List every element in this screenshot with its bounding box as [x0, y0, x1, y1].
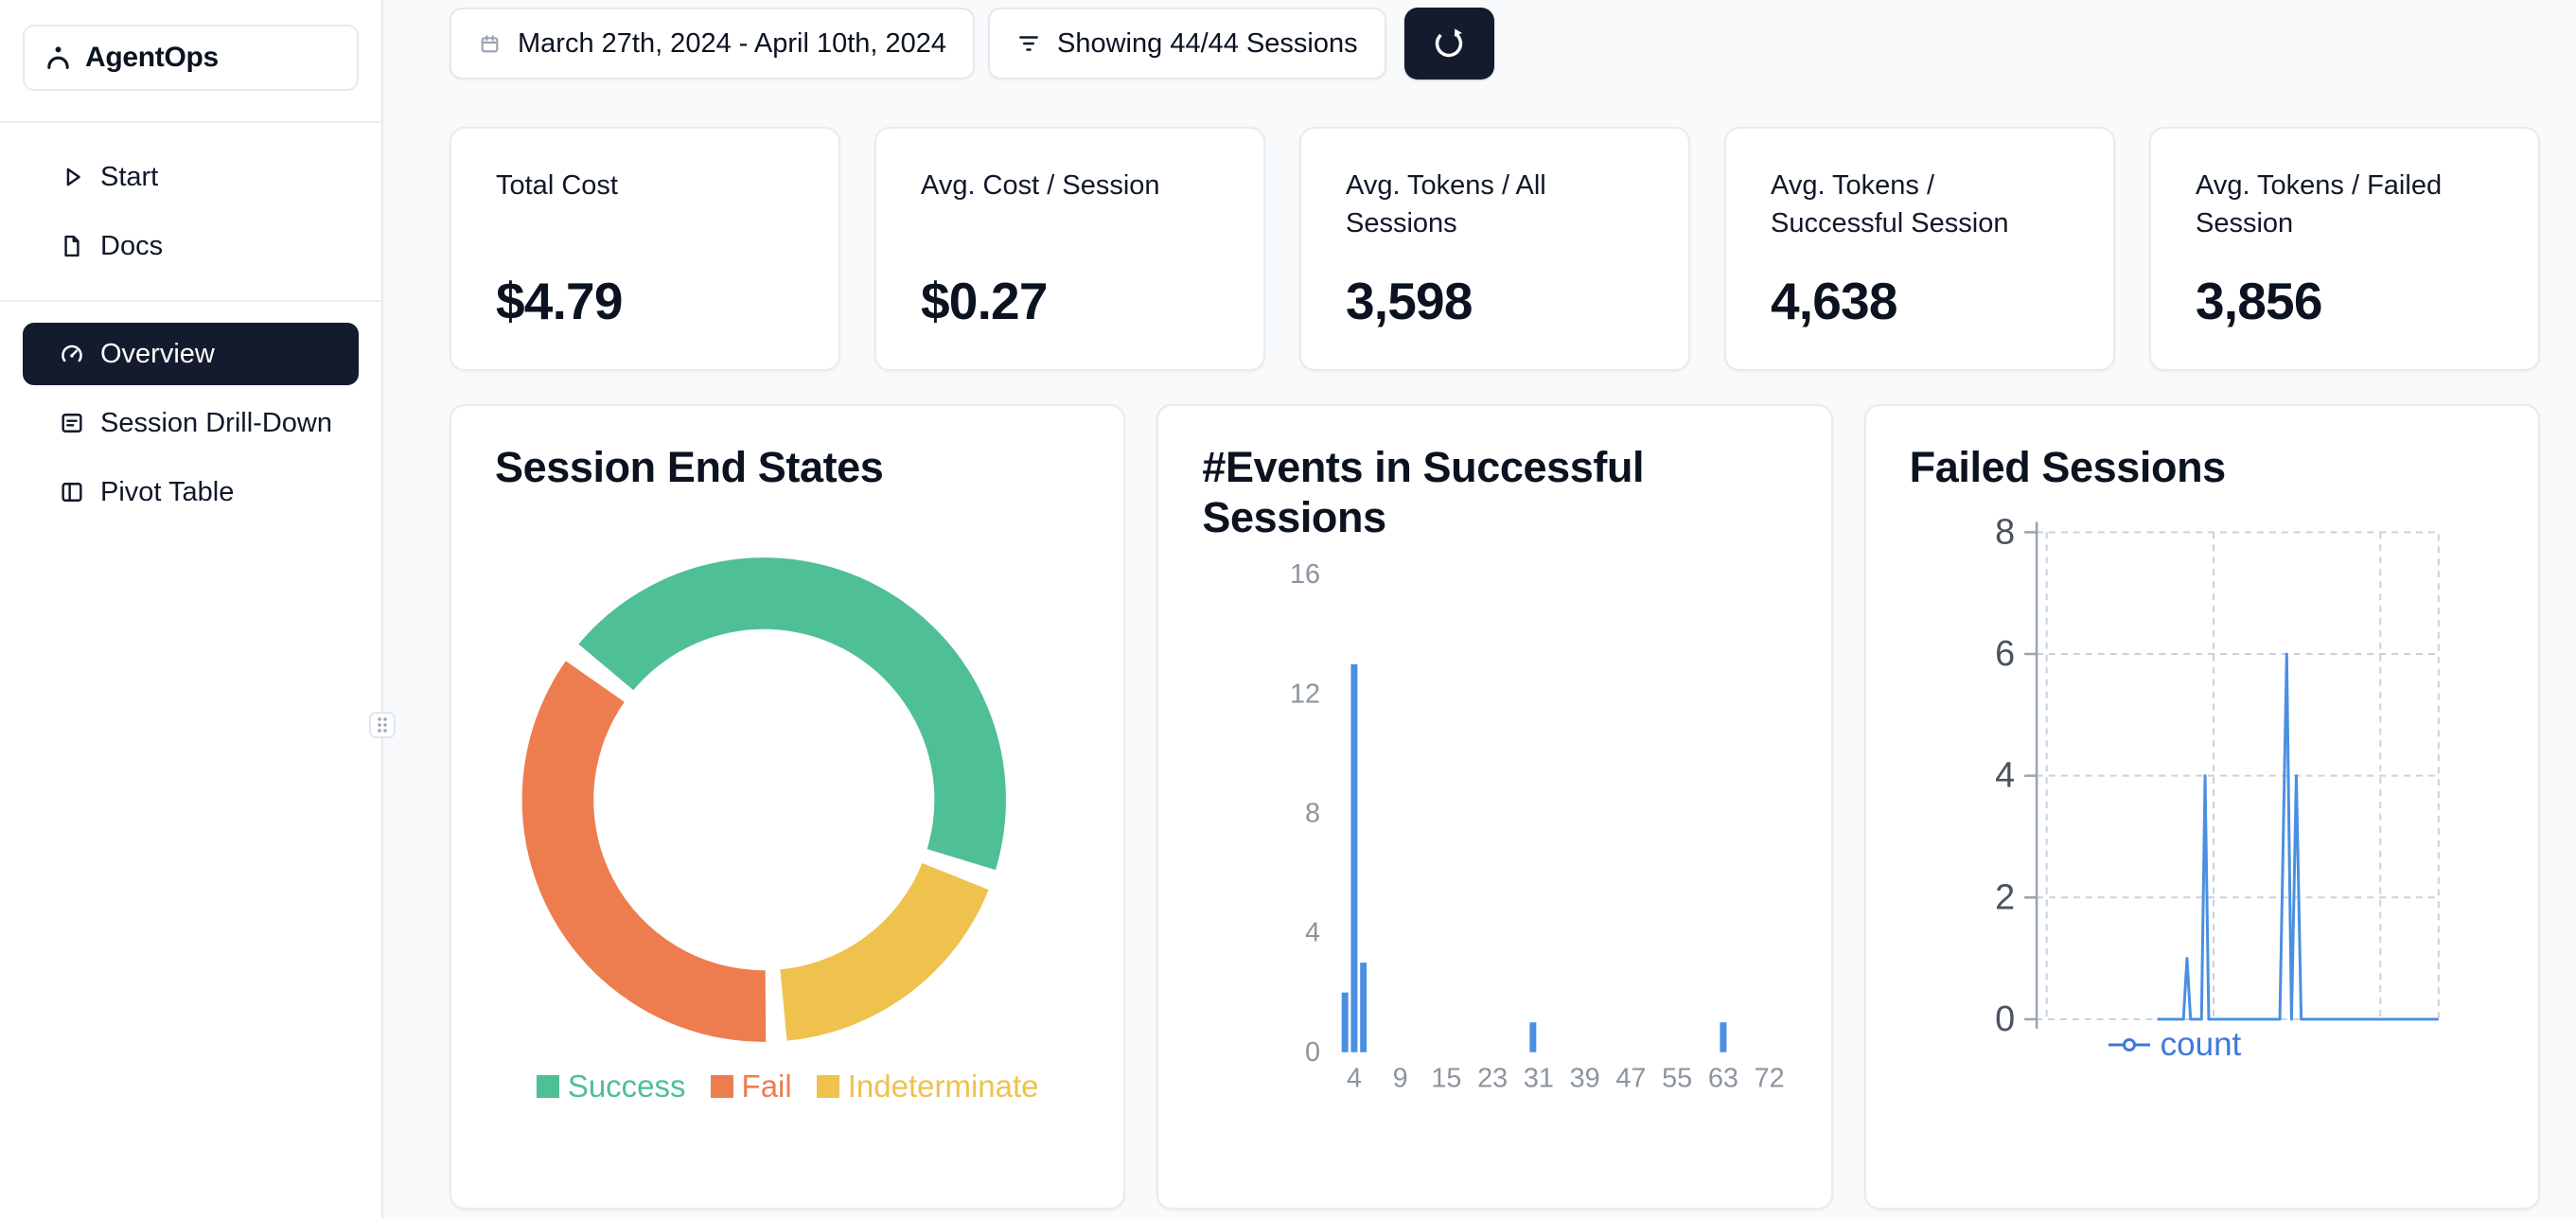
sidebar-item-label: Pivot Table	[100, 476, 235, 507]
svg-text:72: 72	[1755, 1064, 1785, 1094]
sidebar-divider	[0, 300, 381, 302]
session-end-states-donut-chart	[521, 557, 1006, 1042]
agentops-logo[interactable]: AgentOps	[23, 25, 359, 91]
svg-text:16: 16	[1290, 559, 1320, 590]
stat-card-avg-cost-session: Avg. Cost / Session $0.27	[874, 127, 1265, 371]
svg-text:55: 55	[1662, 1064, 1692, 1094]
svg-text:23: 23	[1477, 1064, 1508, 1094]
svg-text:9: 9	[1393, 1064, 1408, 1094]
sidebar-item-overview[interactable]: Overview	[23, 323, 359, 385]
svg-text:4: 4	[1305, 918, 1320, 948]
date-range-label: March 27th, 2024 - April 10th, 2024	[518, 27, 947, 59]
sessions-filter-button[interactable]: Showing 44/44 Sessions	[988, 8, 1386, 80]
stat-card-avg-tokens-all: Avg. Tokens / All Sessions 3,598	[1299, 127, 1690, 371]
refresh-icon	[1432, 26, 1466, 61]
svg-text:47: 47	[1616, 1064, 1647, 1094]
sidebar-item-label: Docs	[100, 230, 164, 261]
grip-dots-icon	[378, 717, 387, 733]
chart-title: Session End States	[495, 443, 884, 491]
stat-label: Avg. Tokens / Successful Session	[1771, 170, 2009, 239]
stats-row: Total Cost $4.79 Avg. Cost / Session $0.…	[450, 127, 2540, 371]
play-icon	[57, 163, 86, 192]
svg-text:4: 4	[1347, 1064, 1362, 1094]
count-legend: count	[2108, 1026, 2242, 1064]
gauge-icon	[57, 340, 86, 369]
stat-label: Avg. Cost / Session	[921, 170, 1160, 201]
stat-card-avg-tokens-failed: Avg. Tokens / Failed Session 3,856	[2149, 127, 2540, 371]
date-range-button[interactable]: March 27th, 2024 - April 10th, 2024	[450, 8, 976, 80]
main-content: March 27th, 2024 - April 10th, 2024 Show…	[383, 0, 2576, 1210]
stat-card-avg-tokens-successful: Avg. Tokens / Successful Session 4,638	[1724, 127, 2115, 371]
events-in-successful-sessions-card: #Events in Successful Sessions 0 4 8 12 16 4 9…	[1156, 404, 1833, 1210]
sessions-filter-label: Showing 44/44 Sessions	[1057, 27, 1358, 59]
sidebar-item-label: Overview	[100, 338, 215, 369]
count-legend-label: count	[2160, 1026, 2242, 1063]
svg-text:15: 15	[1432, 1064, 1462, 1094]
calendar-icon	[478, 32, 502, 56]
sidebar-item-label: Start	[100, 161, 159, 192]
svg-text:8: 8	[1995, 512, 2015, 552]
sidebar-item-docs[interactable]: Docs	[23, 215, 359, 277]
svg-text:12: 12	[1290, 679, 1320, 709]
failed-sessions-card: Failed Sessions 0 2 4 6 8 count	[1863, 404, 2540, 1210]
legend-item-fail: Fail	[710, 1069, 792, 1104]
topbar: March 27th, 2024 - April 10th, 2024 Show…	[450, 8, 2540, 80]
svg-text:31: 31	[1524, 1064, 1554, 1094]
stat-value: 3,598	[1346, 272, 1473, 330]
fail-swatch-icon	[710, 1075, 733, 1098]
app-name: AgentOps	[85, 42, 219, 73]
stat-value: 3,856	[2196, 272, 2322, 330]
charts-row: Session End States Success Fail Indeterm…	[450, 404, 2540, 1210]
failed-sessions-line-chart: 0 2 4 6 8	[1995, 512, 2440, 1039]
legend-item-indeterminate: Indeterminate	[816, 1069, 1039, 1104]
success-swatch-icon	[536, 1075, 559, 1098]
line-legend-marker-icon	[2108, 1038, 2150, 1051]
legend-label: Fail	[741, 1069, 792, 1104]
stat-value: $0.27	[921, 272, 1048, 330]
sidebar-item-pivot-table[interactable]: Pivot Table	[23, 461, 359, 523]
sidebar-resize-handle[interactable]	[369, 712, 396, 738]
document-icon	[57, 232, 86, 261]
sidebar-item-session-drill-down[interactable]: Session Drill-Down	[23, 392, 359, 454]
chart-title: Failed Sessions	[1909, 443, 2227, 491]
donut-legend: Success Fail Indeterminate	[451, 1069, 1123, 1104]
sidebar-divider	[0, 121, 381, 123]
svg-text:0: 0	[1305, 1037, 1320, 1068]
svg-text:4: 4	[1995, 756, 2015, 796]
svg-text:2: 2	[1995, 877, 2015, 917]
table-icon	[57, 478, 86, 507]
svg-text:39: 39	[1570, 1064, 1600, 1094]
refresh-button[interactable]	[1403, 8, 1494, 80]
stat-label: Avg. Tokens / Failed Session	[2196, 170, 2443, 239]
legend-label: Indeterminate	[847, 1069, 1039, 1104]
stat-value: $4.79	[496, 272, 623, 330]
sidebar: AgentOps Start Docs Overview	[0, 0, 396, 1219]
session-end-states-card: Session End States Success Fail Indeterm…	[450, 404, 1126, 1210]
svg-text:63: 63	[1708, 1064, 1738, 1094]
list-icon	[57, 409, 86, 438]
legend-item-success: Success	[536, 1069, 686, 1104]
svg-text:0: 0	[1995, 999, 2015, 1039]
indeterminate-swatch-icon	[816, 1075, 839, 1098]
stat-label: Total Cost	[496, 170, 618, 201]
stat-label: Avg. Tokens / All Sessions	[1346, 170, 1546, 239]
stat-value: 4,638	[1771, 272, 1897, 330]
stat-card-total-cost: Total Cost $4.79	[450, 127, 840, 371]
legend-label: Success	[567, 1069, 686, 1104]
svg-text:6: 6	[1995, 634, 2015, 674]
svg-text:8: 8	[1305, 798, 1320, 828]
filter-icon	[1016, 31, 1041, 56]
chart-title: #Events in Successful Sessions	[1202, 443, 1645, 542]
sidebar-item-label: Session Drill-Down	[100, 407, 332, 438]
sidebar-item-start[interactable]: Start	[23, 146, 359, 208]
agentops-logo-icon	[44, 44, 73, 73]
